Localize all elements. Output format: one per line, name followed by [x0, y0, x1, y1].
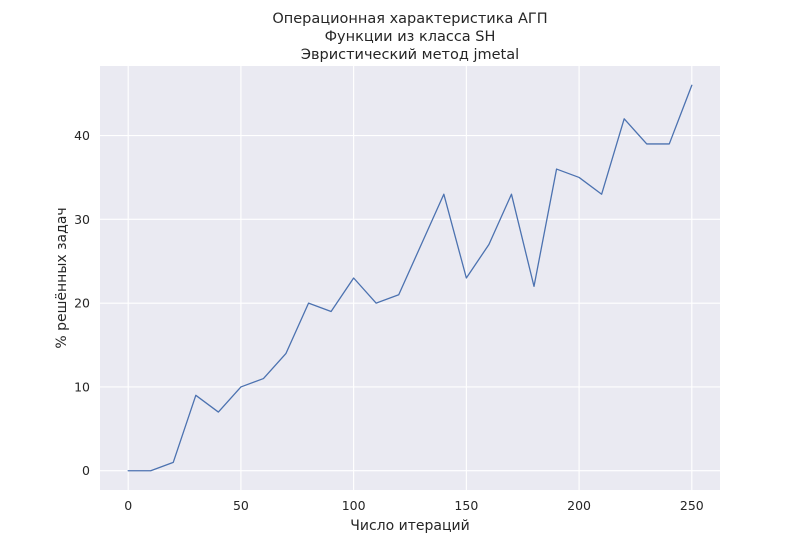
y-axis-label: % решённых задач — [54, 207, 70, 348]
chart-title-line-3: Эвристический метод jmetal — [301, 47, 519, 63]
series-line — [127, 84, 693, 472]
y-tick-label: 30 — [74, 212, 90, 227]
x-tick-label: 150 — [454, 498, 478, 513]
y-tick-labels: 0 10 20 30 40 — [74, 128, 90, 478]
x-tick-label: 50 — [233, 498, 249, 513]
y-tick-label: 0 — [82, 463, 90, 478]
x-tick-label: 100 — [342, 498, 366, 513]
x-tick-labels: 0 50 100 150 200 250 — [124, 498, 704, 513]
y-tick-label: 20 — [74, 296, 90, 311]
x-tick-label: 250 — [680, 498, 704, 513]
x-tick-label: 200 — [567, 498, 591, 513]
series-layer — [127, 84, 693, 472]
plot-area — [100, 66, 720, 490]
chart-title-line-1: Операционная характеристика АГП — [272, 11, 547, 27]
x-axis-label: Число итераций — [350, 518, 469, 534]
grid-lines — [100, 66, 720, 490]
y-tick-label: 40 — [74, 128, 90, 143]
y-tick-label: 10 — [74, 379, 90, 394]
x-tick-label: 0 — [124, 498, 132, 513]
chart-title-line-2: Функции из класса SH — [325, 29, 496, 45]
